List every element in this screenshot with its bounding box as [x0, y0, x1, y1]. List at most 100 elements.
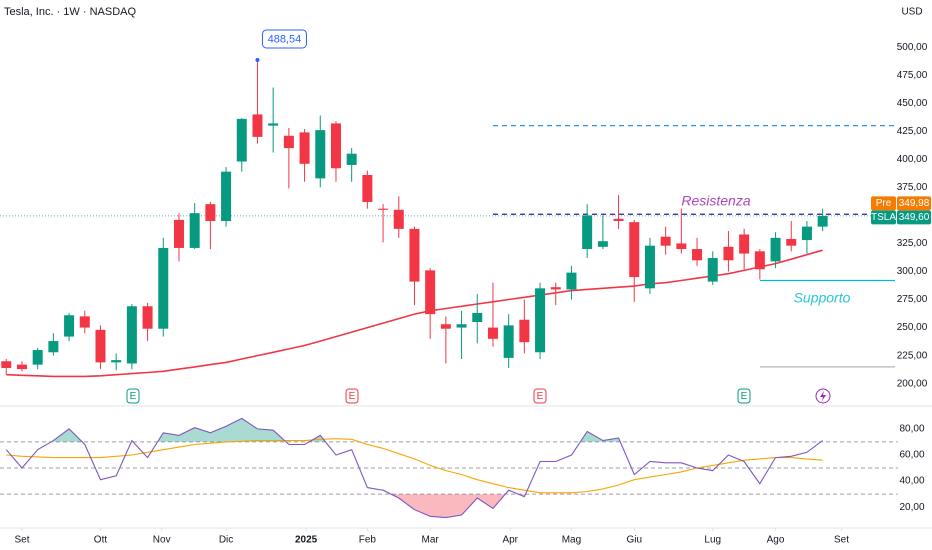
y-tick-label: 375,00 [897, 182, 928, 193]
y-tick-label: 200,00 [897, 378, 928, 389]
rsi-tick-label: 20,00 [899, 502, 924, 513]
candle-body [503, 325, 514, 358]
price-tag-name-box [871, 196, 896, 211]
event-badge[interactable] [737, 388, 751, 404]
candle-body [189, 213, 200, 248]
candle-body [205, 204, 216, 222]
candle-body [676, 243, 687, 250]
peak-label: 488,54 [268, 33, 302, 45]
candle-body [126, 306, 137, 364]
price-tag-name-box [871, 210, 896, 225]
event-badge[interactable] [126, 388, 140, 404]
candle-body [315, 130, 326, 179]
candle-body [252, 114, 263, 137]
candle-body [817, 215, 828, 227]
candle-body [346, 153, 357, 165]
candle-body [378, 208, 389, 210]
x-tick-label: 2025 [295, 535, 318, 546]
candle-body [95, 329, 106, 363]
event-label: E [130, 391, 137, 402]
currency: USD [901, 7, 922, 18]
candle-body [425, 270, 436, 315]
y-tick-label: 225,00 [897, 350, 928, 361]
candle-body [48, 341, 59, 353]
x-tick-label: Nov [153, 535, 171, 546]
candle-body [770, 237, 781, 262]
event-label: E [349, 391, 356, 402]
y-tick-label: 450,00 [897, 98, 928, 109]
y-tick-label: 325,00 [897, 238, 928, 249]
candle-body [268, 123, 279, 126]
candle-body [786, 238, 797, 246]
candle-body [283, 135, 294, 149]
rsi-overbought-fill [6, 418, 823, 442]
x-tick-label: Giu [626, 535, 642, 546]
candle-body [362, 175, 373, 202]
candle-body [707, 258, 718, 282]
price-tag-name: Pre [876, 198, 892, 209]
candle-body [723, 246, 734, 261]
candle-body [142, 306, 153, 329]
lightning [820, 391, 826, 401]
x-tick-label: Mag [562, 535, 581, 546]
candle-body [79, 316, 90, 328]
candle-body [440, 324, 451, 329]
x-tick-label: Mar [422, 535, 440, 546]
resistance-label: Resistenza [681, 193, 750, 209]
event-badge[interactable] [345, 388, 359, 404]
candle-body [739, 234, 750, 254]
candle-body [487, 327, 498, 339]
candle-body [644, 245, 655, 289]
candle-body [660, 236, 671, 246]
candle-body [221, 171, 232, 222]
event-label: E [741, 391, 748, 402]
candle-body [535, 288, 546, 353]
candle-body [754, 251, 765, 270]
x-tick-label: Dic [219, 535, 233, 546]
event-badge[interactable] [533, 388, 547, 404]
x-tick-label: Set [14, 535, 29, 546]
candle-body [64, 315, 75, 337]
price-tag: 349,60 [899, 212, 930, 223]
support-label: Supporto [794, 290, 851, 306]
price-tag: 349,98 [899, 198, 930, 209]
candle-body [16, 364, 27, 370]
y-tick-label: 425,00 [897, 126, 928, 137]
candle-body [158, 247, 169, 329]
candle-body [629, 222, 640, 278]
candle-body [613, 218, 624, 222]
x-tick-label: Lug [704, 535, 721, 546]
candle-body [236, 118, 247, 162]
rsi-oversold-fill [6, 494, 823, 518]
y-tick-label: 300,00 [897, 266, 928, 277]
rsi-line [5, 417, 823, 519]
event-markers: E E E E [126, 388, 831, 404]
candle-body [456, 324, 467, 328]
candle-body [299, 132, 310, 164]
y-tick-label: 475,00 [897, 70, 928, 81]
candle-body [472, 313, 483, 322]
y-tick-label: 275,00 [897, 294, 928, 305]
rsi-ma [6, 438, 823, 494]
y-tick-label: 500,00 [897, 42, 928, 53]
price-tag-box [897, 210, 931, 225]
candle-body [32, 350, 43, 365]
candle-body [801, 226, 812, 241]
x-tick-label: Feb [359, 535, 377, 546]
rsi-tick-label: 40,00 [899, 476, 924, 487]
candle-body [1, 361, 12, 368]
candle-body [330, 123, 341, 169]
rsi-tick-label: 60,00 [899, 450, 924, 461]
candle-body [597, 241, 608, 247]
y-tick-label: 250,00 [897, 322, 928, 333]
rsi-tick-label: 80,00 [899, 424, 924, 435]
candle-body [582, 215, 593, 250]
candle-body [566, 272, 577, 290]
candle-body [409, 228, 420, 282]
event-label: E [537, 391, 544, 402]
candle-body [550, 287, 561, 290]
peak-box [261, 29, 307, 49]
x-tick-label: Ago [767, 535, 785, 546]
candle-body [111, 360, 122, 363]
moving-average [6, 249, 823, 378]
